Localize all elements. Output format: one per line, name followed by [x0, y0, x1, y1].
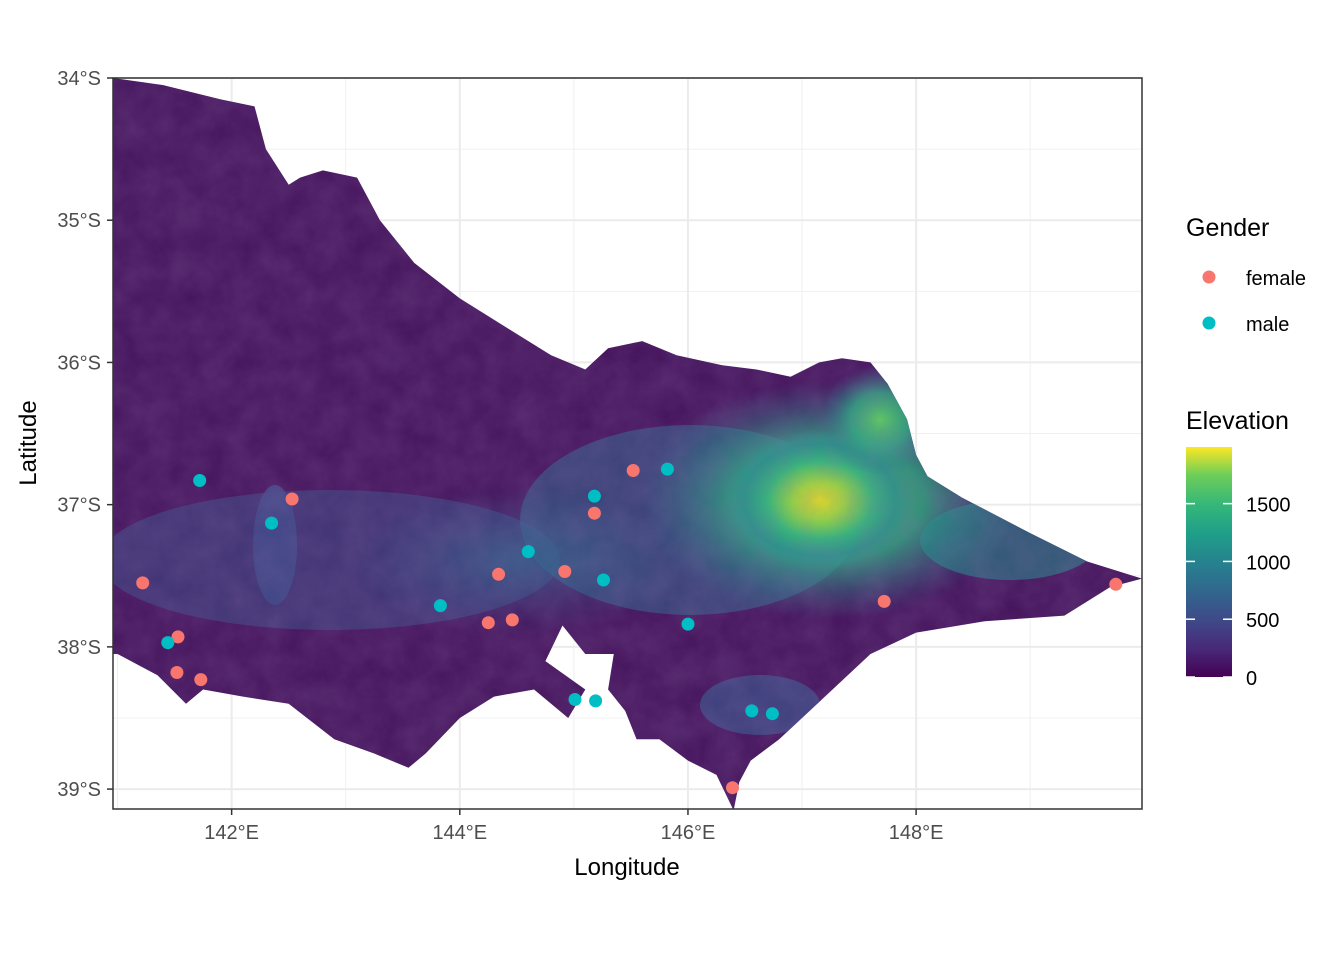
y-axis-title: Latitude [15, 400, 42, 485]
legend-key-male [1202, 316, 1216, 330]
point-male [433, 599, 447, 613]
point-female [170, 666, 184, 679]
colorbar-tick-label: 1500 [1246, 495, 1291, 517]
point-male [193, 474, 207, 487]
y-tick-label: 34°S [57, 68, 101, 90]
y-tick-label: 38°S [57, 637, 101, 659]
point-female [558, 565, 572, 578]
point-male [745, 704, 759, 718]
point-female [481, 616, 495, 630]
x-axis-title: Longitude [574, 854, 679, 881]
sample-points [136, 462, 1123, 795]
y-tick-label: 35°S [57, 210, 101, 232]
point-male [587, 489, 601, 503]
point-female [587, 506, 601, 520]
elevation-legend: Elevation 0 500 1000 1500 [1186, 407, 1291, 690]
point-male [597, 573, 610, 587]
axes: 142°E 144°E 146°E 148°E 34°S 35°S 36°S 37°S 38°S… [57, 68, 943, 844]
x-tick-label: 144°E [432, 822, 487, 844]
gender-legend-title: Gender [1186, 214, 1269, 242]
legend-label-female: female [1246, 268, 1306, 290]
point-male [521, 545, 535, 559]
legend-label-male: male [1246, 314, 1289, 336]
colorbar-tick-label: 1000 [1246, 552, 1291, 574]
x-tick-label: 142°E [204, 822, 259, 844]
gender-legend: Gender female male [1186, 214, 1306, 336]
x-tick-label: 146°E [661, 822, 716, 844]
point-male [589, 694, 603, 708]
point-female [626, 464, 640, 477]
colorbar-ticks: 0 500 1000 1500 [1186, 495, 1291, 690]
y-tick-label: 39°S [57, 779, 101, 801]
point-female [136, 576, 150, 590]
point-male [765, 707, 779, 721]
y-tick-label: 37°S [57, 495, 101, 517]
point-female [171, 630, 185, 644]
point-male [568, 693, 582, 706]
elevation-legend-title: Elevation [1186, 407, 1289, 435]
y-tick-label: 36°S [57, 352, 101, 374]
x-tick-label: 148°E [889, 822, 944, 844]
legend-key-female [1202, 270, 1216, 284]
point-female [194, 673, 208, 687]
point-female [726, 781, 739, 795]
point-male [660, 462, 674, 476]
point-male [161, 636, 175, 650]
plot-panel-border [112, 77, 1143, 810]
gender-legend-items: female male [1202, 268, 1306, 336]
point-female [285, 492, 299, 506]
point-female [1109, 577, 1123, 591]
point-female [505, 613, 519, 627]
point-female [877, 594, 891, 608]
point-male [265, 516, 279, 530]
point-male [681, 617, 695, 631]
colorbar-tick-label: 0 [1246, 668, 1257, 690]
colorbar-tick-label: 500 [1246, 610, 1279, 632]
point-female [492, 567, 506, 581]
